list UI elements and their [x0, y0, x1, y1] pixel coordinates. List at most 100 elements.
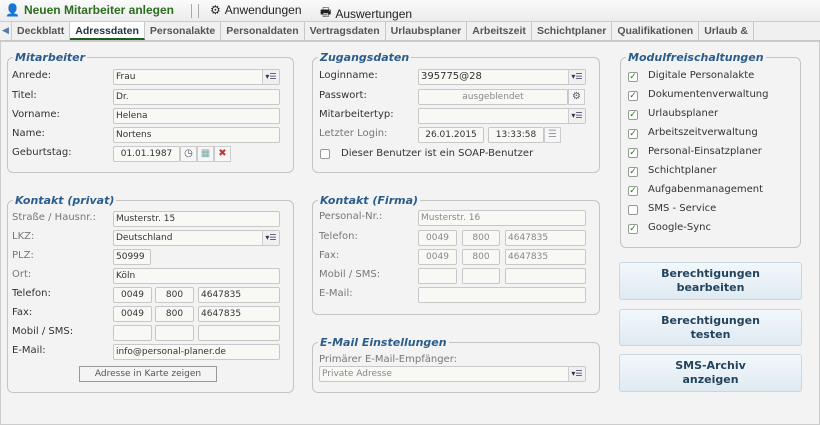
- fax-area-code[interactable]: 800: [155, 306, 194, 322]
- tab-qualifikationen[interactable]: Qualifikationen: [612, 22, 700, 40]
- applications-button[interactable]: ⚙ Anwendungen: [210, 3, 302, 17]
- company-phone-number[interactable]: 4647835: [505, 230, 586, 246]
- module-checkbox[interactable]: ✓: [628, 148, 638, 158]
- plz-field[interactable]: 50999: [113, 249, 151, 265]
- module-checkbox[interactable]: ✓: [628, 72, 638, 82]
- company-fax-area-code[interactable]: 800: [462, 249, 500, 265]
- tab-urlaubsplaner[interactable]: Urlaubsplaner: [386, 22, 468, 40]
- tab-personaldaten[interactable]: Personaldaten: [221, 22, 305, 40]
- phone-area-code[interactable]: 800: [155, 287, 194, 303]
- tab-scroll-left-icon[interactable]: ◀: [0, 22, 12, 40]
- tab-urlaub-[interactable]: Urlaub &: [699, 22, 754, 40]
- dropdown-icon[interactable]: ▾☰: [568, 70, 585, 84]
- tab-adressdaten[interactable]: Adressdaten: [70, 22, 145, 40]
- titel-field[interactable]: Dr.: [113, 89, 280, 105]
- street-field[interactable]: Musterstr. 15: [113, 211, 280, 227]
- tab-personalakte[interactable]: Personalakte: [145, 22, 222, 40]
- lkz-field[interactable]: Deutschland ▾☰: [113, 230, 280, 246]
- city-field[interactable]: Köln: [113, 268, 280, 284]
- printer-icon: 🖶: [320, 5, 332, 19]
- soap-label: Dieser Benutzer ist ein SOAP-Benutzer: [341, 148, 534, 159]
- plz-label: PLZ:: [12, 250, 34, 261]
- fieldset-zugangsdaten-legend: Zugangsdaten: [318, 51, 412, 64]
- dropdown-icon[interactable]: ▾☰: [568, 367, 585, 381]
- edit-permissions-button[interactable]: Berechtigungen bearbeiten: [619, 262, 802, 300]
- company-fax-area-code-value: 800: [472, 252, 490, 262]
- password-settings-icon[interactable]: ⚙: [568, 89, 585, 105]
- name-label: Name:: [12, 128, 45, 139]
- company-phone-country-code-value: 0049: [426, 233, 449, 243]
- dropdown-icon[interactable]: ▾☰: [568, 109, 585, 123]
- anrede-label: Anrede:: [12, 70, 52, 81]
- anrede-field[interactable]: Frau ▾☰: [113, 69, 280, 85]
- lkz-label: LKZ:: [12, 231, 35, 242]
- phone-country-code[interactable]: 0049: [113, 287, 152, 303]
- password-field-value: ausgeblendet: [462, 92, 524, 102]
- vorname-field[interactable]: Helena: [113, 108, 280, 124]
- fieldset-zugangsdaten: Zugangsdaten: [312, 51, 600, 173]
- user-add-icon: 👤: [5, 3, 20, 17]
- password-field[interactable]: ausgeblendet: [418, 89, 568, 105]
- clock-icon[interactable]: ◷: [180, 146, 197, 162]
- tab-schichtplaner[interactable]: Schichtplaner: [532, 22, 613, 40]
- test-permissions-button[interactable]: Berechtigungen testen: [619, 309, 802, 346]
- sms-archive-button[interactable]: SMS-Archiv anzeigen: [619, 354, 802, 392]
- geburtstag-field[interactable]: 01.01.1987: [113, 146, 180, 162]
- mobile-label: Mobil / SMS:: [12, 326, 74, 337]
- tab-vertragsdaten[interactable]: Vertragsdaten: [305, 22, 386, 40]
- primary-recipient-select[interactable]: Private Adresse ▾☰: [319, 366, 586, 382]
- dropdown-icon[interactable]: ▾☰: [262, 70, 279, 84]
- geburtstag-field-value: 01.01.1987: [120, 149, 173, 159]
- company-mobile-country-code[interactable]: [418, 268, 457, 284]
- dropdown-icon[interactable]: ▾☰: [262, 231, 279, 245]
- last-login-time[interactable]: 13:33:58: [488, 127, 544, 143]
- company-phone-area-code[interactable]: 800: [462, 230, 500, 246]
- company-phone-label: Telefon:: [319, 231, 358, 242]
- company-mobile-area-code[interactable]: [462, 268, 500, 284]
- company-fax-country-code[interactable]: 0049: [418, 249, 457, 265]
- company-phone-country-code[interactable]: 0049: [418, 230, 457, 246]
- module-checkbox[interactable]: ✓: [628, 224, 638, 234]
- module-label: Aufgabenmanagement: [648, 184, 763, 195]
- phone-number[interactable]: 4647835: [198, 287, 280, 303]
- new-employee-button[interactable]: 👤 Neuen Mitarbeiter anlegen: [5, 3, 174, 17]
- type-field[interactable]: ▾☰: [418, 108, 586, 124]
- personnel-number-field[interactable]: Musterstr. 16: [418, 210, 586, 226]
- mobile-area-code[interactable]: [155, 325, 194, 341]
- fieldset-email-settings: E-Mail Einstellungen: [312, 336, 600, 393]
- soap-checkbox[interactable]: [320, 149, 330, 159]
- module-checkbox[interactable]: [628, 205, 638, 215]
- company-email-field[interactable]: [418, 287, 586, 303]
- email-field[interactable]: info@personal-planer.de: [113, 344, 280, 360]
- module-checkbox[interactable]: ✓: [628, 129, 638, 139]
- company-fax-number[interactable]: 4647835: [505, 249, 586, 265]
- module-checkbox[interactable]: ✓: [628, 167, 638, 177]
- fax-country-code[interactable]: 0049: [113, 306, 152, 322]
- module-label: Digitale Personalakte: [648, 70, 755, 81]
- tab-deckblatt[interactable]: Deckblatt: [12, 22, 71, 40]
- fax-number[interactable]: 4647835: [198, 306, 280, 322]
- fax-country-code-value: 0049: [121, 309, 144, 319]
- name-field[interactable]: Nortens: [113, 127, 280, 143]
- mobile-number[interactable]: [198, 325, 280, 341]
- reports-button[interactable]: 🖶 Auswertungen: [320, 3, 412, 24]
- fieldset-email-settings-legend: E-Mail Einstellungen: [318, 336, 449, 349]
- module-label: SMS - Service: [648, 203, 717, 214]
- last-login-date[interactable]: 26.01.2015: [418, 127, 484, 143]
- tab-arbeitszeit[interactable]: Arbeitszeit: [467, 22, 532, 40]
- phone-number-value: 4647835: [201, 290, 242, 300]
- calendar-icon[interactable]: ▦: [197, 146, 214, 162]
- company-email-label: E-Mail:: [319, 288, 353, 299]
- login-field[interactable]: 395775@28 ▾☰: [418, 69, 586, 85]
- fieldset-mitarbeiter-legend: Mitarbeiter: [13, 51, 88, 64]
- log-list-icon[interactable]: ☰: [544, 127, 561, 143]
- module-checkbox[interactable]: ✓: [628, 186, 638, 196]
- company-mobile-number[interactable]: [505, 268, 586, 284]
- clear-icon[interactable]: ✖: [214, 146, 231, 162]
- module-checkbox[interactable]: ✓: [628, 110, 638, 120]
- module-label: Google-Sync: [648, 222, 711, 233]
- mobile-country-code[interactable]: [113, 325, 152, 341]
- module-checkbox[interactable]: ✓: [628, 91, 638, 101]
- last-login-time-value: 13:33:58: [495, 130, 537, 140]
- show-on-map-button[interactable]: Adresse in Karte zeigen: [79, 366, 217, 382]
